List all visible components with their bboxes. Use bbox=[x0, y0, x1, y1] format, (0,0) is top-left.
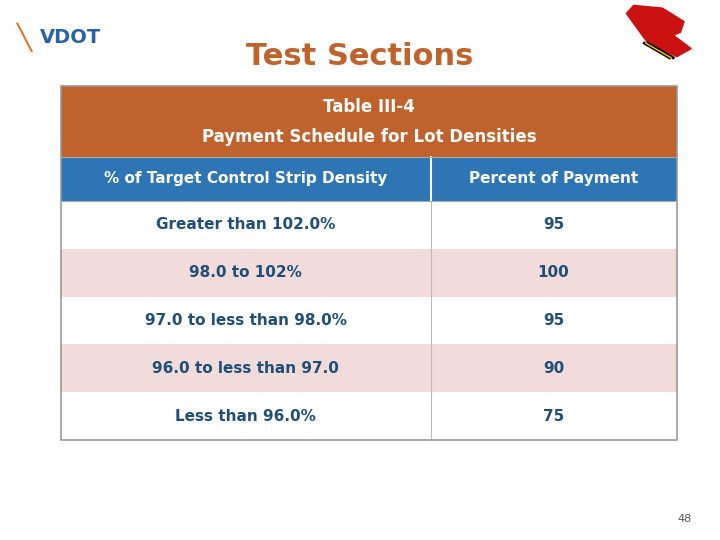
Text: % of Target Control Strip Density: % of Target Control Strip Density bbox=[104, 171, 387, 186]
Text: Greater than 102.0%: Greater than 102.0% bbox=[156, 217, 336, 232]
Text: 95: 95 bbox=[543, 313, 564, 328]
Text: 96.0 to less than 97.0: 96.0 to less than 97.0 bbox=[153, 361, 339, 376]
Text: Less than 96.0%: Less than 96.0% bbox=[176, 409, 316, 424]
Text: Payment Schedule for Lot Densities: Payment Schedule for Lot Densities bbox=[202, 128, 536, 146]
Text: 98.0 to 102%: 98.0 to 102% bbox=[189, 265, 302, 280]
Text: Test Sections: Test Sections bbox=[246, 42, 474, 71]
Text: 95: 95 bbox=[543, 217, 564, 232]
Text: 97.0 to less than 98.0%: 97.0 to less than 98.0% bbox=[145, 313, 347, 328]
Polygon shape bbox=[626, 5, 691, 57]
Bar bbox=[61, 296, 677, 345]
Text: 100: 100 bbox=[538, 265, 570, 280]
Text: Table III-4: Table III-4 bbox=[323, 98, 415, 117]
Bar bbox=[61, 157, 677, 201]
Bar bbox=[61, 392, 677, 440]
Bar bbox=[61, 345, 677, 392]
Bar bbox=[61, 86, 677, 440]
Text: Percent of Payment: Percent of Payment bbox=[469, 171, 639, 186]
Text: 90: 90 bbox=[543, 361, 564, 376]
Text: ╲: ╲ bbox=[16, 23, 31, 52]
Bar bbox=[61, 86, 677, 157]
Text: VDOT: VDOT bbox=[40, 28, 101, 48]
Bar bbox=[61, 249, 677, 296]
Text: 48: 48 bbox=[677, 514, 691, 524]
Text: 75: 75 bbox=[543, 409, 564, 424]
Bar bbox=[61, 201, 677, 249]
